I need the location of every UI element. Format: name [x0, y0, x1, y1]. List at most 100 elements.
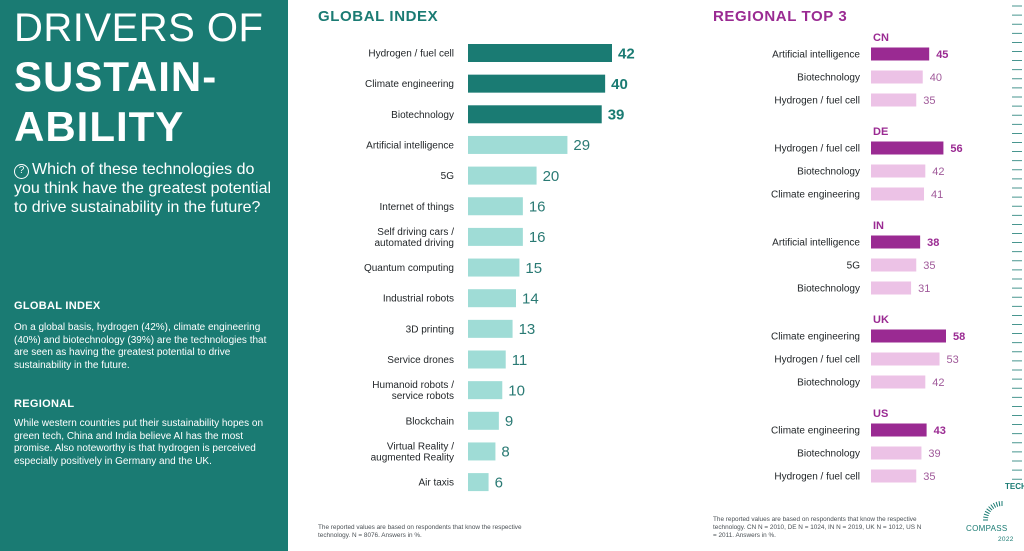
global-bar	[468, 74, 606, 93]
logo-year-text: 2022	[998, 536, 1014, 543]
global-bar-label: Quantum computing	[364, 263, 454, 274]
question-text: Which of these technologies do you think…	[14, 161, 272, 216]
global-bar-value: 39	[608, 107, 625, 124]
region-bar	[871, 469, 917, 483]
global-bar	[468, 289, 516, 308]
region-bar	[871, 164, 926, 178]
global-bar-label: 5G	[441, 171, 455, 182]
region-bar	[871, 258, 917, 272]
global-bar-value: 16	[529, 199, 546, 216]
region-bar-value: 42	[932, 166, 944, 178]
region-bar-label: Biotechnology	[797, 449, 860, 460]
global-bar-value: 10	[508, 382, 525, 399]
region-bar-label: Biotechnology	[797, 378, 860, 389]
region-group-us: US Climate engineering 43 Biotechnology 39 Hy…	[771, 408, 946, 483]
global-bar-label: Humanoid robots / service robots	[372, 380, 454, 402]
global-bar	[468, 44, 612, 62]
global-bar-label: Climate engineering	[365, 79, 454, 90]
region-bar-value: 31	[918, 283, 930, 295]
global-bar	[468, 258, 520, 277]
region-bar-label: Biotechnology	[797, 167, 860, 178]
global-bar-label: Internet of things	[380, 202, 455, 213]
region-bar-value: 58	[953, 331, 965, 343]
global-bar-value: 29	[573, 137, 590, 154]
global-index-text: On a global basis, hydrogen (42%), clima…	[14, 322, 267, 371]
region-bar	[871, 446, 922, 460]
global-chart-title: GLOBAL INDEX	[318, 8, 439, 25]
intro-panel: DRIVERS OF SUSTAIN- ABILITY ? Which of th…	[0, 0, 288, 551]
ruler-decoration	[1012, 5, 1022, 480]
global-bar	[468, 197, 523, 216]
global-bar-label: 3D printing	[406, 324, 454, 335]
global-bar-label: Service drones	[387, 355, 454, 366]
region-name: DE	[873, 126, 888, 138]
region-bar	[871, 235, 921, 249]
region-bar-label: Biotechnology	[797, 284, 860, 295]
global-bar-label: Biotechnology	[391, 110, 454, 121]
region-bar-value: 35	[923, 260, 935, 272]
region-bar-value: 53	[947, 354, 959, 366]
region-bar	[871, 70, 923, 84]
region-bar-label: Climate engineering	[771, 426, 860, 437]
region-bar-value: 43	[934, 425, 946, 437]
logo-tech-text: TECH	[1005, 482, 1024, 491]
global-bar	[468, 319, 513, 338]
global-footnote: The reported values are based on respond…	[318, 524, 522, 539]
global-bar-label: Blockchain	[406, 416, 454, 427]
region-bar-value: 41	[931, 189, 943, 201]
global-bar-label: Air taxis	[418, 478, 454, 489]
global-bar	[468, 473, 489, 492]
global-bar-value: 8	[501, 444, 509, 461]
global-bar-value: 16	[529, 229, 546, 246]
region-bar-label: Hydrogen / fuel cell	[774, 96, 860, 107]
region-bar-label: Biotechnology	[797, 73, 860, 84]
global-bar-value: 40	[611, 76, 628, 93]
global-bar-value: 9	[505, 413, 513, 430]
survey-question: ? Which of these technologies do you thin…	[14, 160, 276, 217]
region-bar-label: Hydrogen / fuel cell	[774, 144, 860, 155]
global-bar-label: Self driving cars / automated driving	[375, 227, 455, 249]
region-bar	[871, 375, 926, 389]
logo-compass-text: COMPASS	[966, 524, 1008, 533]
regional-heading: REGIONAL	[14, 398, 75, 410]
region-bar-value: 45	[936, 49, 948, 61]
global-bar-value: 20	[543, 168, 560, 185]
global-bar	[468, 105, 602, 124]
region-bar	[871, 141, 944, 155]
region-name: UK	[873, 314, 889, 326]
region-bar	[871, 423, 927, 437]
region-bar-label: Climate engineering	[771, 190, 860, 201]
regional-chart-title: REGIONAL TOP 3	[713, 8, 848, 25]
page-title-line1: DRIVERS OF	[14, 6, 264, 50]
global-bar	[468, 381, 503, 400]
global-bar-label: Virtual Reality / augmented Reality	[371, 441, 455, 463]
region-bar-label: Artificial intelligence	[772, 238, 860, 249]
region-group-de: DE Hydrogen / fuel cell 56 Biotechnology 42 C…	[771, 126, 963, 201]
global-bar-value: 14	[522, 290, 539, 307]
global-bar-label: Artificial intelligence	[366, 140, 454, 151]
region-bar-label: 5G	[847, 261, 861, 272]
global-bar-value: 13	[519, 321, 536, 338]
region-bar	[871, 187, 925, 201]
page-title-line3: ABILITY	[14, 103, 185, 150]
region-bar-value: 35	[923, 95, 935, 107]
region-bar-label: Hydrogen / fuel cell	[774, 472, 860, 483]
global-bar	[468, 227, 523, 246]
region-bar-value: 38	[927, 237, 939, 249]
region-name: US	[873, 408, 888, 420]
region-bar-label: Climate engineering	[771, 332, 860, 343]
global-bar-value: 15	[525, 260, 542, 277]
region-group-uk: UK Climate engineering 58 Hydrogen / fuel c…	[771, 314, 965, 389]
region-bar	[871, 352, 940, 366]
region-bar	[871, 47, 930, 61]
global-bar-label: Hydrogen / fuel cell	[368, 49, 454, 60]
global-bar	[468, 166, 537, 185]
global-bar	[468, 442, 496, 461]
global-bar-value: 42	[618, 45, 635, 62]
global-bar	[468, 411, 499, 430]
global-bar-label: Industrial robots	[383, 294, 454, 305]
global-index-chart: Hydrogen / fuel cell 42 Climate engineerin…	[364, 44, 635, 491]
region-bar-value: 35	[923, 471, 935, 483]
region-bar-label: Hydrogen / fuel cell	[774, 355, 860, 366]
